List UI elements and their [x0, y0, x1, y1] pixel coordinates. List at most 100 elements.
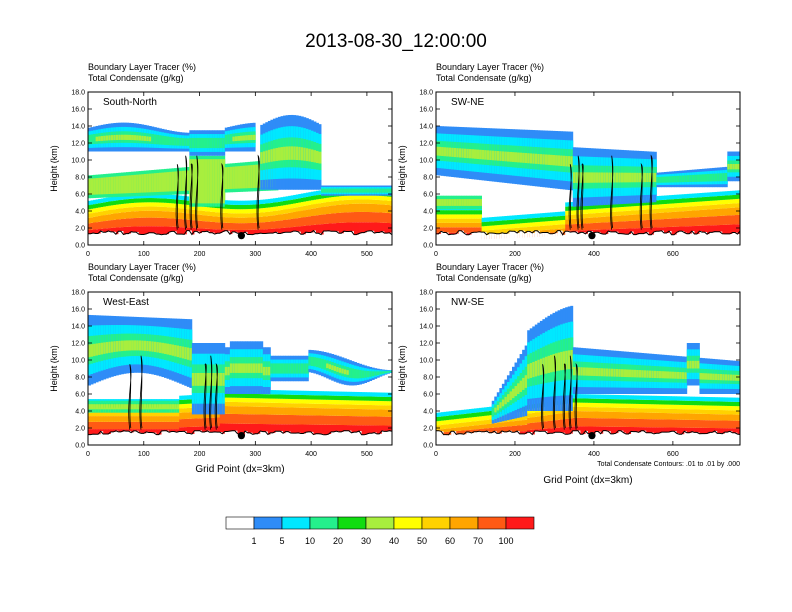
heatmap-cell [479, 424, 482, 429]
heatmap-cell [283, 414, 286, 425]
y-tick-label: 0.0 [423, 243, 433, 250]
heatmap-cell [686, 202, 690, 207]
heatmap-cell [669, 203, 672, 208]
heatmap-cell [471, 210, 475, 215]
terrain-fill [532, 232, 536, 245]
heatmap-cell [684, 226, 688, 233]
heatmap-cell [141, 193, 145, 199]
heatmap-cell [100, 207, 104, 212]
heatmap-cell [504, 224, 508, 229]
heatmap-cell [186, 196, 190, 201]
heatmap-cell [171, 137, 175, 146]
heatmap-cell [328, 424, 332, 435]
heatmap-cell [214, 417, 218, 427]
heatmap-cell [267, 394, 271, 399]
heatmap-cell [547, 216, 551, 222]
heatmap-cell [174, 218, 178, 227]
heatmap-cell [181, 200, 185, 205]
heatmap-cell [158, 421, 162, 430]
terrain-fill [207, 231, 210, 245]
heatmap-cell [181, 419, 185, 428]
heatmap-cell [105, 411, 109, 417]
heatmap-cell [331, 415, 335, 425]
heatmap-cell [590, 172, 594, 183]
y-tick-label: 16.0 [419, 107, 433, 114]
heatmap-cell [326, 424, 330, 435]
heatmap-cell [308, 148, 312, 162]
heatmap-cell [295, 146, 299, 160]
heatmap-cell [343, 391, 347, 396]
heatmap-cell [217, 417, 221, 427]
heatmap-cell [453, 218, 457, 223]
panel-subtitle: Total Condensate (g/kg) [88, 73, 184, 83]
heatmap-cell [691, 197, 695, 203]
heatmap-cell [567, 156, 571, 167]
heatmap-cell [105, 214, 109, 221]
heatmap-cell [316, 399, 319, 404]
heatmap-cell [461, 210, 465, 215]
terrain-fill [209, 232, 213, 245]
heatmap-cell [369, 400, 373, 406]
heatmap-cell [270, 202, 274, 208]
heatmap-cell [732, 207, 736, 216]
heatmap-cell [242, 165, 246, 189]
heatmap-cell [371, 409, 375, 417]
heatmap-cell [164, 198, 167, 203]
heatmap-cell [310, 225, 314, 233]
heatmap-cell [681, 194, 685, 199]
heatmap-cell [463, 227, 467, 233]
terrain-fill [179, 431, 183, 445]
heatmap-cell [186, 418, 190, 427]
heatmap-cell [550, 229, 553, 233]
heatmap-cell [278, 201, 281, 207]
heatmap-cell [313, 408, 317, 416]
heatmap-cell [331, 223, 335, 232]
terrain-fill [658, 231, 662, 245]
terrain-fill [696, 233, 700, 245]
heatmap-cell [143, 421, 147, 430]
heatmap-cell [338, 196, 342, 201]
terrain-fill [227, 230, 231, 245]
heatmap-cell [161, 342, 165, 354]
heatmap-cell [318, 399, 322, 404]
heatmap-cell [374, 212, 378, 223]
heatmap-cell [476, 408, 480, 413]
condensate-contour [649, 154, 653, 230]
heatmap-cell [572, 172, 576, 183]
x-tick-label: 400 [305, 251, 317, 258]
heatmap-cell [441, 210, 444, 215]
terrain-fill [156, 434, 160, 445]
heatmap-cell [305, 225, 309, 233]
heatmap-cell [118, 195, 122, 201]
heatmap-cell [658, 195, 662, 201]
heatmap-cell [166, 421, 170, 430]
terrain-fill [351, 231, 355, 245]
heatmap-cell [285, 204, 289, 210]
heatmap-cell [240, 414, 243, 424]
heatmap-cell [463, 210, 467, 215]
heatmap-cell [156, 202, 160, 207]
y-tick-label: 16.0 [71, 107, 85, 114]
heatmap-cell [131, 211, 134, 219]
heatmap-cell [534, 153, 538, 164]
heatmap-cell [100, 198, 104, 203]
heatmap-cell [453, 210, 457, 215]
heatmap-cell [461, 214, 465, 219]
y-tick-label: 14.0 [71, 324, 85, 331]
terrain-fill [123, 430, 127, 445]
heatmap-cell [164, 194, 167, 199]
heatmap-cell [524, 227, 528, 232]
heatmap-cell [489, 411, 493, 416]
heatmap-cell [679, 175, 683, 183]
heatmap-cell [174, 199, 178, 204]
heatmap-cell [313, 204, 317, 209]
heatmap-cell [354, 369, 357, 379]
heatmap-cell [458, 227, 462, 233]
heatmap-cell [570, 202, 574, 207]
heatmap-cell [310, 390, 314, 396]
heatmap-cell [272, 198, 276, 203]
heatmap-cell [278, 147, 281, 161]
terrain-fill [580, 232, 584, 245]
terrain-fill [471, 232, 475, 245]
heatmap-cell [734, 164, 738, 170]
